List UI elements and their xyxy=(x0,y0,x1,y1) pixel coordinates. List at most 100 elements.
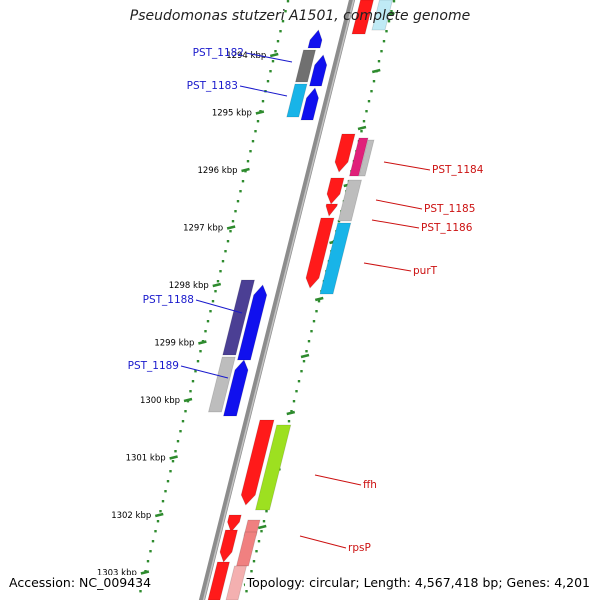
ruler-tick xyxy=(241,167,250,173)
ruler-dot xyxy=(300,370,303,373)
outer-tick xyxy=(286,410,296,416)
ruler-dot xyxy=(261,100,265,103)
ruler-dot xyxy=(365,110,368,113)
ruler-dot xyxy=(317,300,321,303)
ruler-dot xyxy=(206,320,210,323)
ruler-dot xyxy=(255,550,258,553)
ruler-tick xyxy=(226,225,236,230)
leader-line xyxy=(239,85,288,97)
ruler-tick-label: 1299 kbp xyxy=(154,339,194,349)
leader-line xyxy=(195,299,243,314)
gene-block xyxy=(222,359,249,417)
ruler-dot xyxy=(250,570,253,573)
ruler-dot xyxy=(221,260,225,263)
ruler-dot xyxy=(251,140,255,143)
outer-tick xyxy=(371,68,381,74)
backbone xyxy=(198,0,356,600)
ruler-dot xyxy=(290,410,293,413)
gene-block xyxy=(227,514,242,533)
gene-block xyxy=(235,531,258,567)
ruler-dot xyxy=(286,0,290,3)
ruler-dot xyxy=(219,270,222,273)
ruler-dot xyxy=(337,220,341,223)
ruler-dot xyxy=(231,220,235,223)
outer-tick xyxy=(357,125,367,131)
gene-block xyxy=(222,279,256,356)
ruler-tick xyxy=(255,110,265,115)
ruler-dot xyxy=(302,360,306,363)
ruler-dot xyxy=(159,510,162,513)
ruler-dot xyxy=(257,540,261,543)
gene-block xyxy=(286,83,308,118)
gene-block xyxy=(358,139,375,177)
ruler-dot xyxy=(246,160,250,163)
gene-track xyxy=(207,0,393,600)
leader-line xyxy=(299,535,347,549)
accession-value: NC_009434 xyxy=(79,575,152,590)
ruler-dot xyxy=(310,330,313,333)
ruler-dot xyxy=(315,310,318,313)
ruler-tick-label: 1300 kbp xyxy=(140,396,180,406)
ruler-dot xyxy=(234,210,237,213)
ruler-dot xyxy=(189,390,192,393)
ruler-dot xyxy=(229,230,232,233)
ruler-tick-label: 1303 kbp xyxy=(97,569,137,579)
gene-block xyxy=(348,137,369,177)
ruler-dot xyxy=(139,590,142,593)
ruler-dot xyxy=(312,320,316,323)
outer-tick xyxy=(257,524,267,530)
backbone-highlight xyxy=(202,0,355,600)
leader-line xyxy=(180,365,229,379)
ruler-dot xyxy=(226,240,230,243)
gene-block xyxy=(294,49,317,83)
ruler-dot xyxy=(362,120,366,123)
ruler-dot xyxy=(269,70,272,73)
gene-block xyxy=(326,177,345,205)
ruler-dot xyxy=(176,440,180,443)
ruler-dot xyxy=(191,380,195,383)
ruler-dot xyxy=(284,10,287,13)
ruler-dot xyxy=(174,450,177,453)
ruler-tick xyxy=(154,512,164,518)
gene-block xyxy=(308,54,328,87)
gene-label-pst_1182: PST_1182 xyxy=(193,47,244,59)
ruler-dot xyxy=(297,380,301,383)
ruler-dot xyxy=(241,180,245,183)
ruler-tick xyxy=(212,282,222,288)
ruler-dot xyxy=(380,50,383,53)
ruler-dot xyxy=(161,500,165,503)
leader-line xyxy=(383,161,431,171)
map-title: Pseudomonas stutzeri A1501, complete gen… xyxy=(129,8,471,24)
ruler-dot xyxy=(292,400,296,403)
ruler-tick xyxy=(198,340,207,345)
ruler-dot xyxy=(149,550,152,553)
ruler-dot xyxy=(274,50,277,53)
ruler-dot xyxy=(281,20,285,23)
ruler-dot xyxy=(387,20,391,23)
gene-block xyxy=(337,179,363,222)
gene-block xyxy=(207,356,236,413)
ruler-dot xyxy=(239,190,242,193)
gene-label-purt: purT xyxy=(413,265,438,277)
ruler-dot xyxy=(171,460,175,463)
ruler-dot xyxy=(204,330,207,333)
ruler-dot xyxy=(249,150,252,153)
ruler-dot xyxy=(196,360,200,363)
gene-labels: PST_1182 PST_1183 PST_1188 PST_1189 PST_1184… xyxy=(128,47,484,554)
gene-label-ffh: ffh xyxy=(363,479,377,491)
gene-block xyxy=(305,217,335,289)
gene-label-pst_1183: PST_1183 xyxy=(187,80,238,92)
leader-line xyxy=(245,52,293,63)
ruler-dot xyxy=(265,510,268,513)
ruler-dot xyxy=(262,520,266,523)
ruler-dot xyxy=(236,200,240,203)
ruler-dot xyxy=(169,470,172,473)
gene-label-pst_1185: PST_1185 xyxy=(424,203,475,215)
ruler-dot xyxy=(209,310,212,313)
leader-line xyxy=(314,474,362,486)
gene-label-pst_1184: PST_1184 xyxy=(432,164,484,176)
ruler-dot xyxy=(307,340,311,343)
ruler-tick xyxy=(140,570,150,575)
ruler-dot xyxy=(360,130,363,133)
